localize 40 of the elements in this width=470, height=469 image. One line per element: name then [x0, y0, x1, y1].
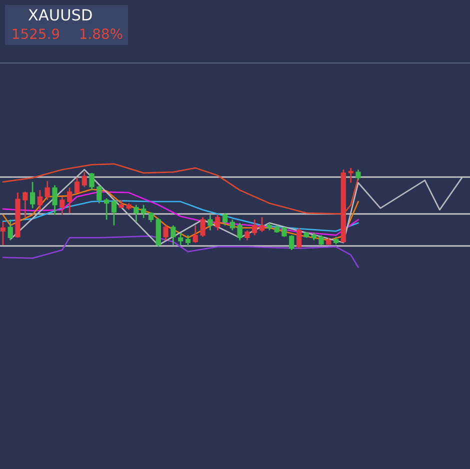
- candlestick: [163, 224, 168, 241]
- candlestick: [82, 171, 87, 188]
- candlestick: [252, 218, 258, 236]
- candlestick: [178, 232, 184, 246]
- candlestick: [37, 189, 43, 211]
- candlestick: [282, 226, 287, 238]
- candlestick: [185, 234, 191, 247]
- candlestick: [30, 181, 36, 209]
- candlestick: [318, 234, 324, 246]
- chart-title: XAUUSD: [28, 9, 92, 21]
- candlestick: [348, 167, 354, 184]
- candlestick: [52, 184, 58, 216]
- candlestick: [141, 204, 146, 219]
- candlestick: [96, 184, 102, 204]
- candlestick: [134, 204, 139, 223]
- candlestick: [244, 230, 250, 241]
- candlestick: [8, 218, 13, 241]
- candlestick: [296, 227, 302, 250]
- candlestick: [192, 224, 198, 244]
- candlestick: [230, 218, 235, 232]
- candlestick: [60, 196, 65, 216]
- text: 1525.9: [12, 28, 60, 40]
- candlestick: [259, 216, 265, 233]
- candlestick: [356, 168, 361, 181]
- candlestick: [289, 234, 294, 251]
- candlestick: [104, 198, 110, 220]
- candlestick: [222, 212, 228, 226]
- text: 1.88%: [80, 28, 122, 40]
- candlestick: [237, 222, 242, 241]
- candlestick: [170, 224, 176, 246]
- candlestick: [74, 177, 80, 194]
- candlestick: [208, 214, 213, 232]
- candlestick: [215, 214, 220, 232]
- candlestick: [0, 221, 6, 246]
- candlestick: [67, 186, 72, 214]
- candlestick: [200, 216, 206, 238]
- candlestick: [89, 172, 94, 191]
- candlestick: [44, 180, 50, 201]
- candlestick: [111, 199, 117, 226]
- candlestick: [22, 191, 28, 218]
